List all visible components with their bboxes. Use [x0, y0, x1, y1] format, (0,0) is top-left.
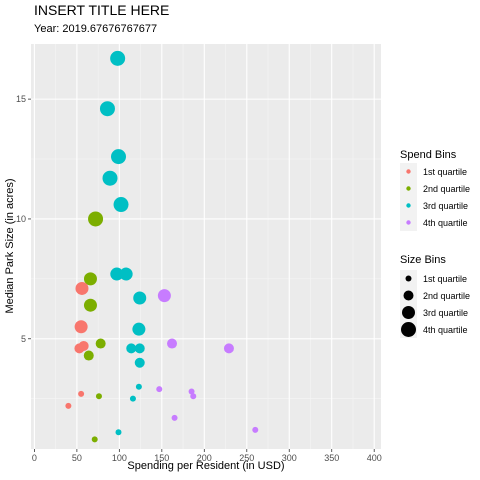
legend-label: 3rd quartile [423, 308, 468, 318]
data-point [156, 386, 163, 393]
data-point [75, 281, 89, 295]
y-tick-label: 5 [21, 334, 26, 344]
spend-bins-legend-title: Spend Bins [400, 149, 457, 161]
data-point [252, 426, 259, 433]
data-point [91, 436, 98, 443]
data-point [83, 298, 97, 312]
data-point [78, 390, 85, 397]
data-point [113, 197, 129, 213]
legend-key-symbol [406, 169, 411, 174]
chart-subtitle: Year: 2019.67676767677 [34, 23, 157, 35]
chart-title: INSERT TITLE HERE [34, 2, 169, 18]
legend-label: 3rd quartile [423, 201, 468, 211]
data-point [102, 170, 118, 186]
data-point [74, 343, 85, 354]
data-point [83, 272, 97, 286]
x-tick-label: 0 [32, 453, 37, 463]
data-point [133, 291, 147, 305]
data-point [99, 101, 115, 117]
legend-key-symbol [406, 220, 411, 225]
legend-key-symbol [406, 186, 411, 191]
grid-lines [31, 44, 381, 449]
data-point [83, 350, 94, 361]
data-point [88, 211, 104, 227]
data-point [111, 149, 126, 165]
data-point [190, 393, 197, 400]
y-tick-label: 10 [16, 214, 26, 224]
legend-label: 1st quartile [423, 167, 467, 177]
data-point [119, 267, 133, 281]
data-point [132, 322, 146, 336]
legend-key-symbol [406, 203, 411, 208]
data-point [95, 338, 106, 349]
x-tick-label: 100 [112, 453, 127, 463]
legend-key-symbol [402, 306, 415, 319]
legend-label: 4th quartile [423, 218, 468, 228]
data-point [167, 338, 178, 349]
legend-key-symbol [405, 275, 412, 282]
data-point [129, 395, 136, 402]
x-tick-label: 150 [154, 453, 169, 463]
x-tick-label: 350 [324, 453, 339, 463]
data-point [95, 393, 102, 400]
x-tick-label: 200 [197, 453, 212, 463]
data-point [74, 320, 88, 334]
legend-key-symbol [403, 290, 414, 301]
y-tick-label: 15 [16, 94, 26, 104]
legend-label: 4th quartile [423, 325, 468, 335]
data-point [65, 402, 72, 409]
axes: 0 50 100 150 200 250 300 350 400 5 10 15 [16, 94, 382, 463]
y-axis-label: Median Park Size (in acres) [4, 178, 16, 313]
size-bins-legend-title: Size Bins [400, 254, 446, 266]
x-tick-label: 400 [367, 453, 382, 463]
data-point [135, 383, 142, 390]
data-point [157, 289, 171, 303]
data-point [223, 343, 234, 354]
data-point [134, 343, 145, 354]
legend-label: 2nd quartile [423, 291, 470, 301]
x-axis-label: Spending per Resident (in USD) [127, 460, 284, 472]
x-tick-label: 250 [239, 453, 254, 463]
data-points [65, 50, 259, 443]
data-point [188, 388, 195, 395]
x-tick-label: 300 [282, 453, 297, 463]
data-point [134, 357, 145, 368]
data-point [171, 414, 178, 421]
data-point [115, 429, 122, 436]
plot-panel [31, 44, 381, 449]
legend-key-symbol [401, 322, 416, 337]
legend-label: 2nd quartile [423, 184, 470, 194]
x-tick-label: 50 [72, 453, 82, 463]
data-point [110, 50, 126, 66]
data-point [126, 343, 137, 354]
legend-label: 1st quartile [423, 274, 467, 284]
legends: Spend Bins 1st quartile 2nd quartile 3rd qu… [400, 149, 470, 338]
data-point [110, 267, 124, 281]
